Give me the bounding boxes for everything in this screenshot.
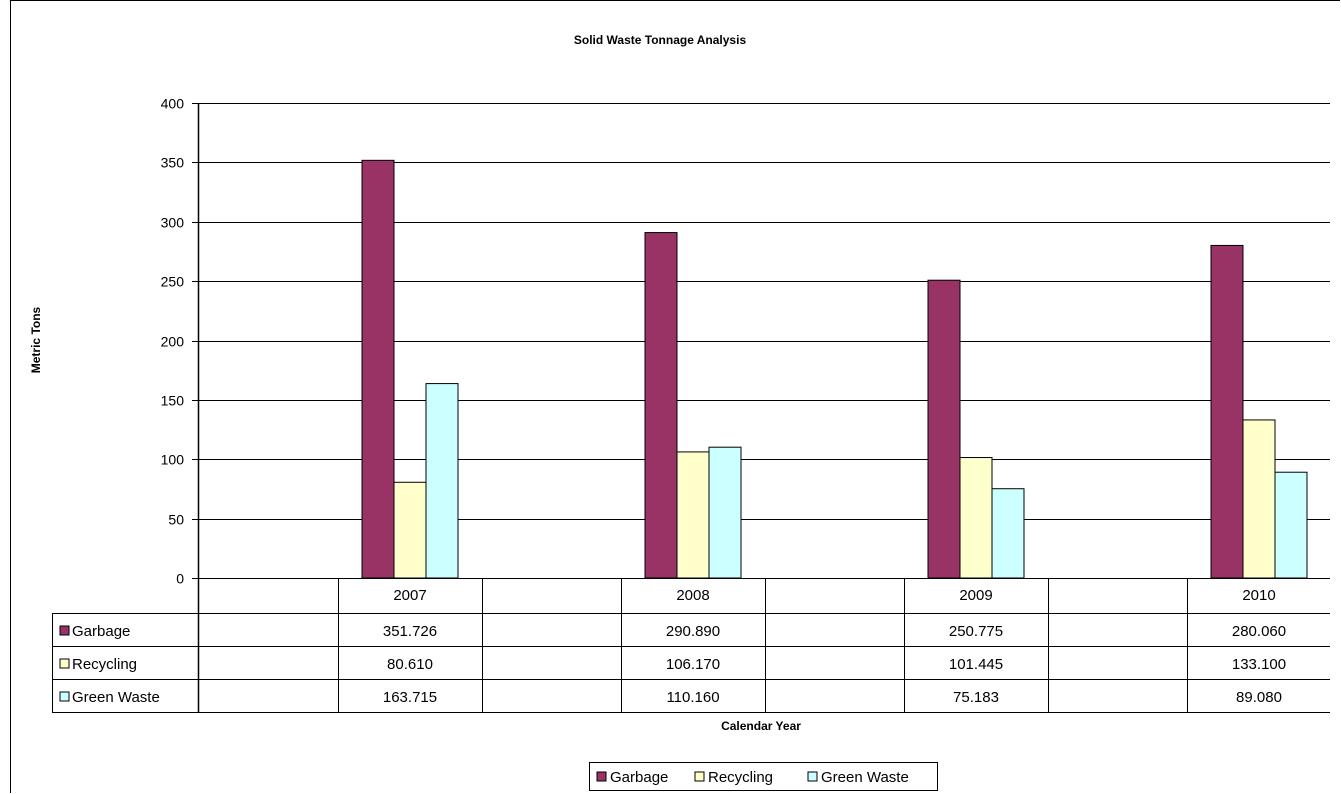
legend-key-green-waste [807, 771, 818, 782]
y-tick-label: 200 [161, 334, 185, 350]
table-row-label: Green Waste [72, 689, 160, 706]
bar-recycling-2008 [676, 451, 710, 579]
table-cell: 250.775 [949, 623, 1003, 640]
table-cell: 163.715 [383, 689, 437, 706]
legend: Garbage Recycling Green Waste [589, 762, 938, 791]
y-tick-label: 100 [161, 452, 185, 468]
chart-title: Solid Waste Tonnage Analysis [574, 33, 747, 47]
legend-key-garbage [596, 771, 607, 782]
legend-key-recycling [694, 771, 705, 782]
table-row-label: Garbage [72, 623, 130, 640]
table-header-2007: 2007 [393, 587, 426, 604]
data-table: 2007 2008 2009 2010 Garbage 351.726 290.890 250… [52, 578, 1330, 713]
table-header-2008: 2008 [676, 587, 709, 604]
table-legend-key [59, 625, 70, 636]
bar-recycling-2009 [959, 457, 993, 579]
bar-garbage-2010 [1210, 244, 1244, 579]
y-tick-label: 350 [161, 155, 185, 171]
legend-label: Recycling [708, 769, 773, 786]
bar-garbage-2007 [361, 159, 395, 579]
bar-green-waste-2009 [991, 488, 1025, 579]
bar-recycling-2007 [393, 481, 427, 579]
y-tick-label: 0 [176, 571, 184, 587]
bars [361, 159, 1308, 579]
table-cell: 80.610 [387, 656, 433, 673]
table-cell: 75.183 [953, 689, 999, 706]
chart-frame [10, 0, 1340, 793]
bar-green-waste-2007 [425, 383, 459, 579]
bar-green-waste-2010 [1274, 471, 1308, 579]
table-row-label: Recycling [72, 656, 137, 673]
table-cell: 351.726 [383, 623, 437, 640]
table-legend-key [59, 658, 70, 669]
bar-recycling-2010 [1242, 419, 1276, 579]
bar-garbage-2009 [927, 279, 961, 579]
y-axis-title: Metric Tons [29, 306, 43, 373]
table-cell: 106.170 [666, 656, 720, 673]
table-cell: 101.445 [949, 656, 1003, 673]
table-cell: 133.100 [1232, 656, 1286, 673]
bar-green-waste-2008 [708, 446, 742, 579]
x-axis-title: Calendar Year [721, 719, 801, 733]
table-header-2010: 2010 [1242, 587, 1275, 604]
y-tick-label: 150 [161, 393, 185, 409]
y-tick-label: 50 [168, 512, 184, 528]
y-tick-label: 300 [161, 215, 185, 231]
table-cell: 280.060 [1232, 623, 1286, 640]
y-tick-label: 400 [161, 96, 185, 112]
legend-label: Green Waste [821, 769, 909, 786]
legend-box [589, 762, 938, 791]
table-header-2009: 2009 [959, 587, 992, 604]
bar-garbage-2008 [644, 232, 678, 579]
y-tick-label: 250 [161, 274, 185, 290]
table-legend-key [59, 691, 70, 702]
table-cell: 110.160 [666, 689, 719, 706]
table-cell: 89.080 [1236, 689, 1282, 706]
legend-label: Garbage [610, 769, 668, 786]
y-tick-labels: 0 50 100 150 200 250 300 350 400 [161, 96, 185, 587]
table-cell: 290.890 [666, 623, 720, 640]
